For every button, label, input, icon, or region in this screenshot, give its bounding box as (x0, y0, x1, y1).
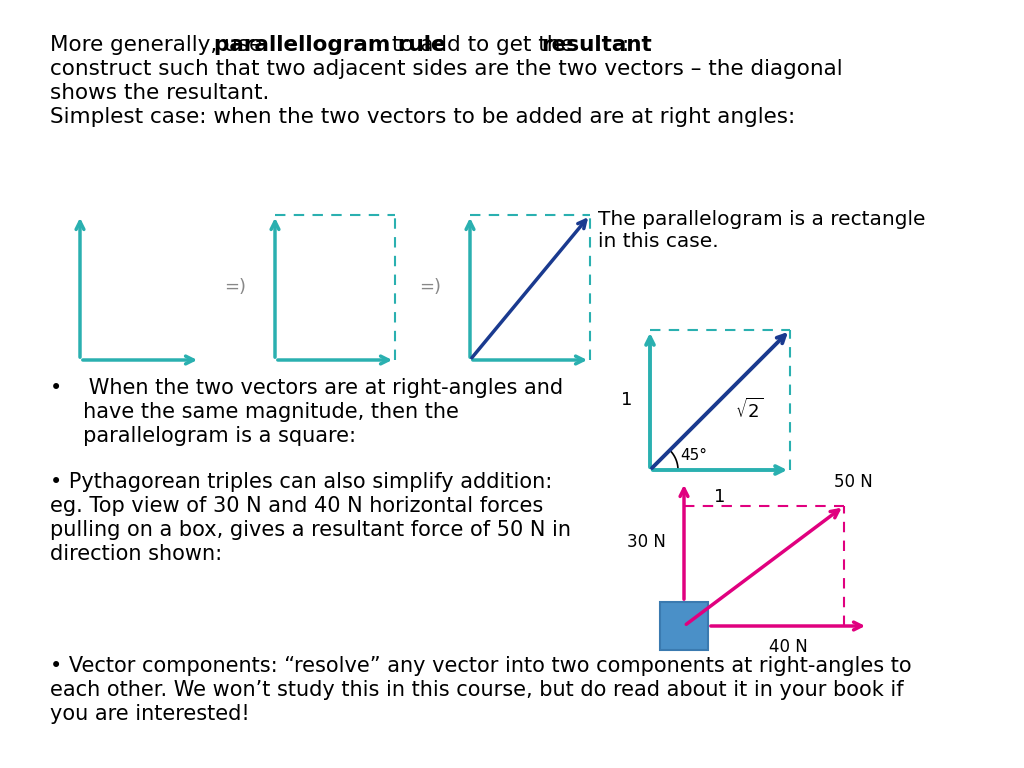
Bar (660, 602, 708, 650)
Text: 1: 1 (715, 488, 726, 506)
Text: resultant: resultant (541, 35, 651, 55)
Text: 30 N: 30 N (627, 533, 666, 551)
Text: direction shown:: direction shown: (50, 544, 222, 564)
Text: have the same magnitude, then the: have the same magnitude, then the (50, 402, 459, 422)
Text: • Vector components: “resolve” any vector into two components at right-angles to: • Vector components: “resolve” any vecto… (50, 656, 911, 676)
Text: each other. We won’t study this in this course, but do read about it in your boo: each other. We won’t study this in this … (50, 680, 903, 700)
Text: 50 N: 50 N (834, 473, 872, 491)
Text: $\sqrt{2}$: $\sqrt{2}$ (735, 398, 764, 422)
Text: 45°: 45° (680, 448, 707, 463)
Text: construct such that two adjacent sides are the two vectors – the diagonal: construct such that two adjacent sides a… (50, 59, 843, 79)
Text: to add to get the: to add to get the (385, 35, 581, 55)
Text: parallellogram rule: parallellogram rule (214, 35, 445, 55)
Text: 1: 1 (621, 391, 632, 409)
Text: you are interested!: you are interested! (50, 704, 250, 724)
Text: More generally, use: More generally, use (50, 35, 269, 55)
Text: shows the resultant.: shows the resultant. (50, 83, 269, 103)
Text: =): =) (224, 278, 246, 296)
Text: Simplest case: when the two vectors to be added are at right angles:: Simplest case: when the two vectors to b… (50, 107, 796, 127)
Text: =): =) (419, 278, 441, 296)
Text: The parallelogram is a rectangle
in this case.: The parallelogram is a rectangle in this… (598, 210, 926, 251)
Text: :: : (622, 35, 629, 55)
Text: eg. Top view of 30 N and 40 N horizontal forces: eg. Top view of 30 N and 40 N horizontal… (50, 496, 544, 516)
Text: parallelogram is a square:: parallelogram is a square: (50, 426, 356, 446)
Text: pulling on a box, gives a resultant force of 50 N in: pulling on a box, gives a resultant forc… (50, 520, 571, 540)
Text: 40 N: 40 N (769, 638, 807, 656)
Text: • Pythagorean triples can also simplify addition:: • Pythagorean triples can also simplify … (50, 472, 552, 492)
Text: •    When the two vectors are at right-angles and: • When the two vectors are at right-angl… (50, 378, 563, 398)
